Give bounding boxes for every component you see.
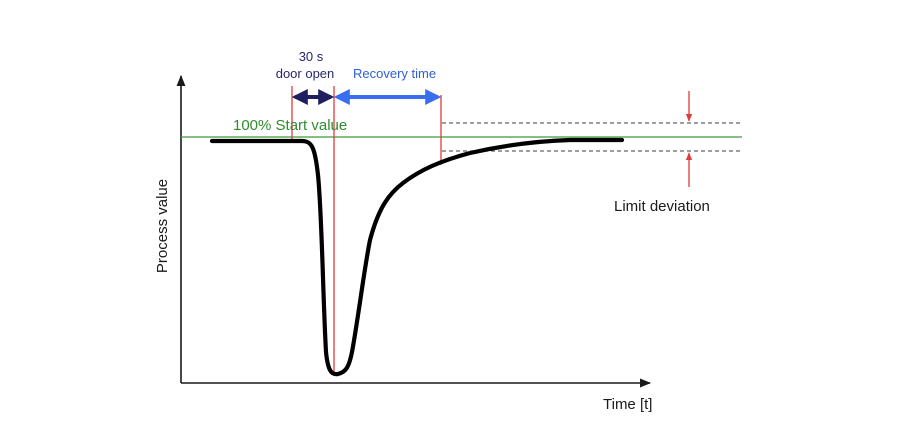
start-value-label: 100% Start value [233, 117, 347, 134]
door-open-label: door open [276, 66, 335, 81]
door-open-duration-label: 30 s [299, 49, 324, 64]
recovery-time-label: Recovery time [353, 66, 436, 81]
limit-deviation-label: Limit deviation [614, 198, 710, 215]
process-value-curve [209, 137, 625, 377]
x-axis-label: Time [t] [603, 396, 652, 413]
y-axis-label: Process value [154, 179, 171, 273]
